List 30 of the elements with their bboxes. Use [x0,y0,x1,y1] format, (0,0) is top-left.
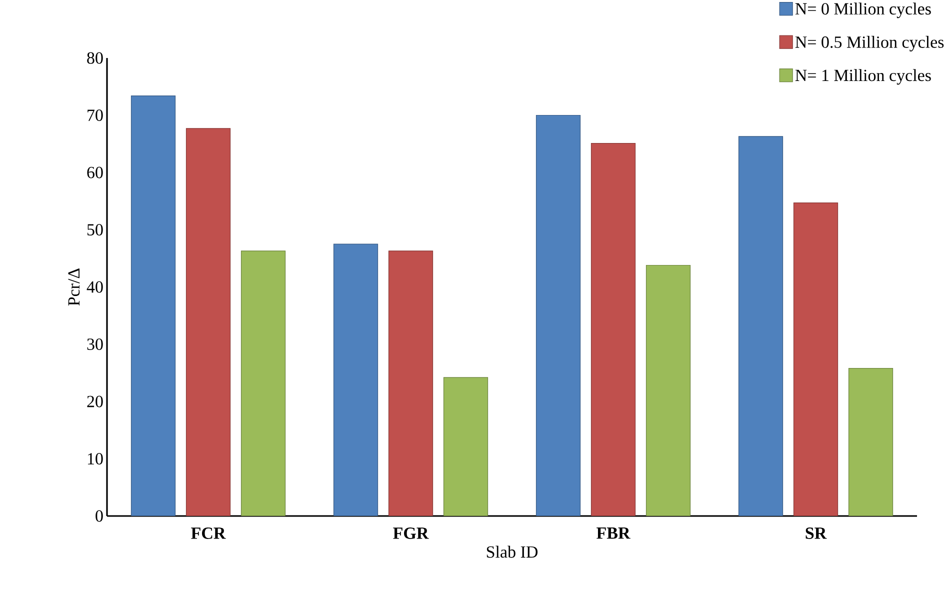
bar [240,250,286,516]
y-tick-label: 80 [87,52,103,64]
y-tick-label: 50 [87,224,103,236]
x-tick-label: SR [806,528,827,539]
legend-label: N= 0.5 Million cycles [795,36,944,52]
y-tick-label: 20 [87,396,103,408]
bar [793,202,838,516]
y-tick-label: 30 [87,338,103,350]
bar [646,264,691,516]
bar [443,377,488,516]
y-axis-title: Pcr/Δ [68,268,80,306]
x-tick-label: FBR [596,528,630,539]
bar [333,244,378,516]
x-tick-label: FGR [393,528,429,539]
legend-label: N= 0 Million cycles [795,2,931,18]
bar [848,368,894,516]
bar [186,128,231,516]
y-tick-label: 40 [86,281,103,293]
y-tick-label: 60 [87,166,103,178]
y-tick-label: 0 [96,510,103,522]
y-tick-label: 10 [88,453,103,464]
x-axis-title: Slab ID [486,546,538,558]
x-tick-label: FCR [191,528,226,539]
bar [388,250,434,516]
y-tick-label: 70 [88,110,103,121]
legend-label: N= 1 Million cycles [795,69,931,85]
bar [738,136,784,516]
bar [536,114,581,516]
bar [130,95,176,516]
bar [590,142,636,516]
